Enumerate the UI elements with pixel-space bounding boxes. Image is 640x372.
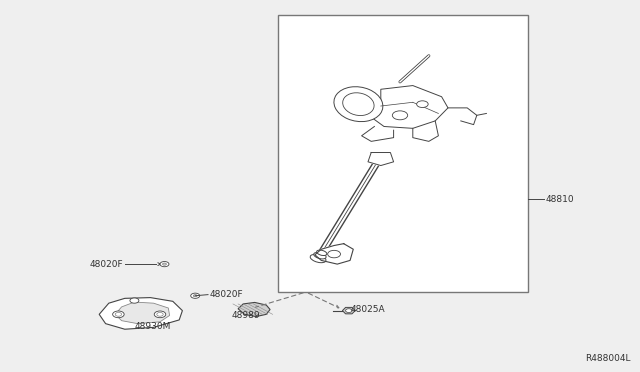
Circle shape [115,312,122,316]
Circle shape [191,293,200,298]
Polygon shape [99,298,182,329]
Circle shape [392,111,408,120]
Ellipse shape [317,250,327,256]
Circle shape [417,101,428,108]
Ellipse shape [314,253,326,259]
Text: 48810: 48810 [546,195,575,203]
Circle shape [346,309,352,312]
Ellipse shape [310,254,326,263]
Circle shape [160,262,169,267]
Text: 48025A: 48025A [351,305,385,314]
Polygon shape [342,307,355,314]
Ellipse shape [342,93,374,116]
Text: 48989: 48989 [232,311,260,320]
Text: R488004L: R488004L [585,354,630,363]
Circle shape [328,250,340,258]
Polygon shape [315,244,353,264]
Text: 48020F: 48020F [210,290,244,299]
Circle shape [193,295,197,297]
Polygon shape [115,302,170,324]
Circle shape [163,263,166,265]
Circle shape [154,311,166,318]
Ellipse shape [334,87,383,122]
Text: 48020F: 48020F [90,260,124,269]
Circle shape [157,312,163,316]
Polygon shape [371,86,448,128]
Polygon shape [238,302,270,317]
Circle shape [130,298,139,303]
Text: 48930M: 48930M [134,322,171,331]
Circle shape [113,311,124,318]
Polygon shape [368,153,394,166]
Bar [278,15,528,292]
